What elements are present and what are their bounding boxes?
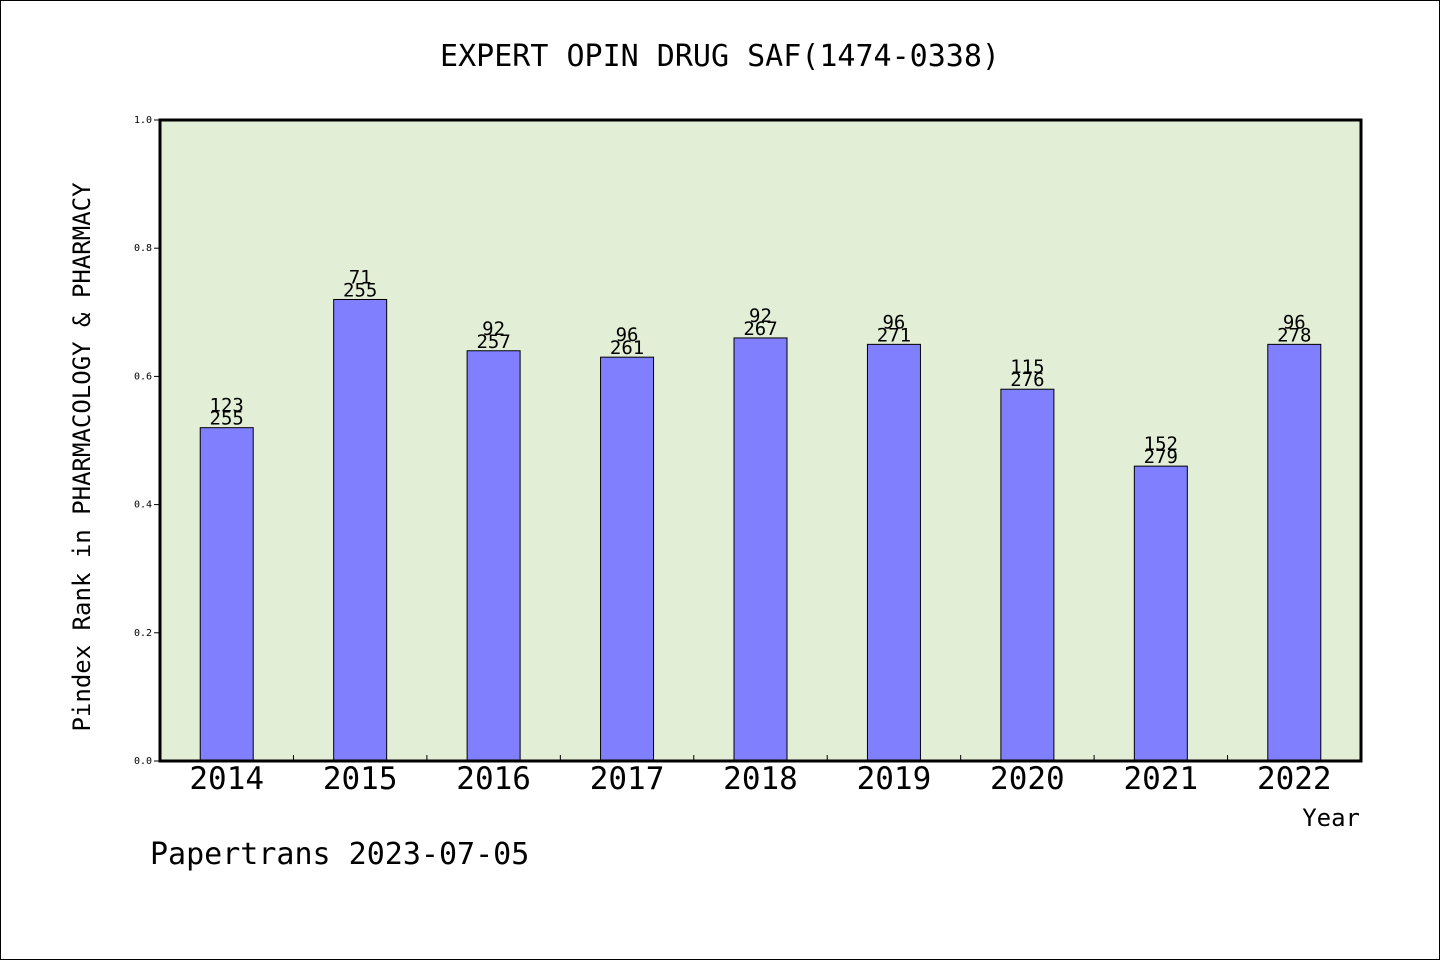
bar-label-bottom: 267 bbox=[743, 318, 777, 340]
bar-2017 bbox=[600, 356, 655, 762]
x-tick-label: 2019 bbox=[857, 761, 932, 797]
bar-label-top: 96 bbox=[882, 311, 905, 333]
bar-label-bottom: 276 bbox=[1010, 369, 1044, 391]
bar-2021 bbox=[1133, 465, 1188, 762]
y-tick-label: 0.6 bbox=[134, 371, 152, 382]
x-tick-label: 2016 bbox=[456, 761, 531, 797]
watermark-text: Papertrans 2023-07-05 bbox=[150, 837, 529, 872]
bar-2016 bbox=[466, 350, 521, 762]
y-tick-label: 0.2 bbox=[134, 628, 152, 639]
bars-group bbox=[199, 298, 1322, 762]
bar-label-top: 115 bbox=[1010, 356, 1044, 378]
x-tick-label: 2022 bbox=[1257, 761, 1332, 797]
y-tick-label: 0.8 bbox=[134, 243, 152, 254]
bar-label-top: 123 bbox=[210, 395, 244, 417]
plot-border bbox=[158, 118, 1363, 763]
y-tick-label: 0.0 bbox=[134, 756, 152, 767]
chart-title: EXPERT OPIN DRUG SAF(1474-0338) bbox=[440, 39, 1000, 74]
y-axis-label: Pindex Rank in PHARMACOLOGY & PHARMACY bbox=[68, 182, 96, 732]
x-tick-label: 2017 bbox=[590, 761, 665, 797]
x-tick-label: 2020 bbox=[990, 761, 1065, 797]
y-axis: 0.0 0.2 0.4 0.6 0.8 1.0 bbox=[134, 115, 160, 767]
x-axis: 2014 2015 2016 2017 2018 2019 2020 2021 2022 bbox=[189, 755, 1332, 797]
bar-label-bottom: 279 bbox=[1144, 446, 1178, 468]
bar-2015 bbox=[333, 298, 388, 762]
bar-label-top: 71 bbox=[349, 266, 372, 288]
bar-label-bottom: 255 bbox=[343, 279, 377, 301]
bar-2020 bbox=[1000, 388, 1055, 762]
bar-label-top: 96 bbox=[616, 324, 639, 346]
x-tick-label: 2014 bbox=[189, 761, 264, 797]
bar-label-bottom: 261 bbox=[610, 337, 644, 359]
bar-label-top: 96 bbox=[1283, 311, 1306, 333]
x-tick-label: 2021 bbox=[1124, 761, 1199, 797]
x-axis-label: Year bbox=[1302, 804, 1360, 832]
bar-label-bottom: 257 bbox=[476, 331, 510, 353]
x-tick-label: 2015 bbox=[323, 761, 398, 797]
x-tick-label: 2018 bbox=[723, 761, 798, 797]
bar-label-top: 92 bbox=[482, 318, 505, 340]
bar-2018 bbox=[733, 337, 788, 762]
bar-label-top: 152 bbox=[1144, 433, 1178, 455]
bar-2019 bbox=[866, 343, 921, 762]
bar-2022 bbox=[1267, 343, 1322, 762]
bar-label-top: 92 bbox=[749, 305, 772, 327]
bar-label-bottom: 255 bbox=[210, 408, 244, 430]
bar-label-bottom: 278 bbox=[1277, 324, 1311, 346]
bar-label-bottom: 271 bbox=[877, 324, 911, 346]
bar-2014 bbox=[199, 427, 254, 762]
y-tick-label: 1.0 bbox=[134, 115, 152, 126]
y-tick-label: 0.4 bbox=[134, 500, 152, 511]
